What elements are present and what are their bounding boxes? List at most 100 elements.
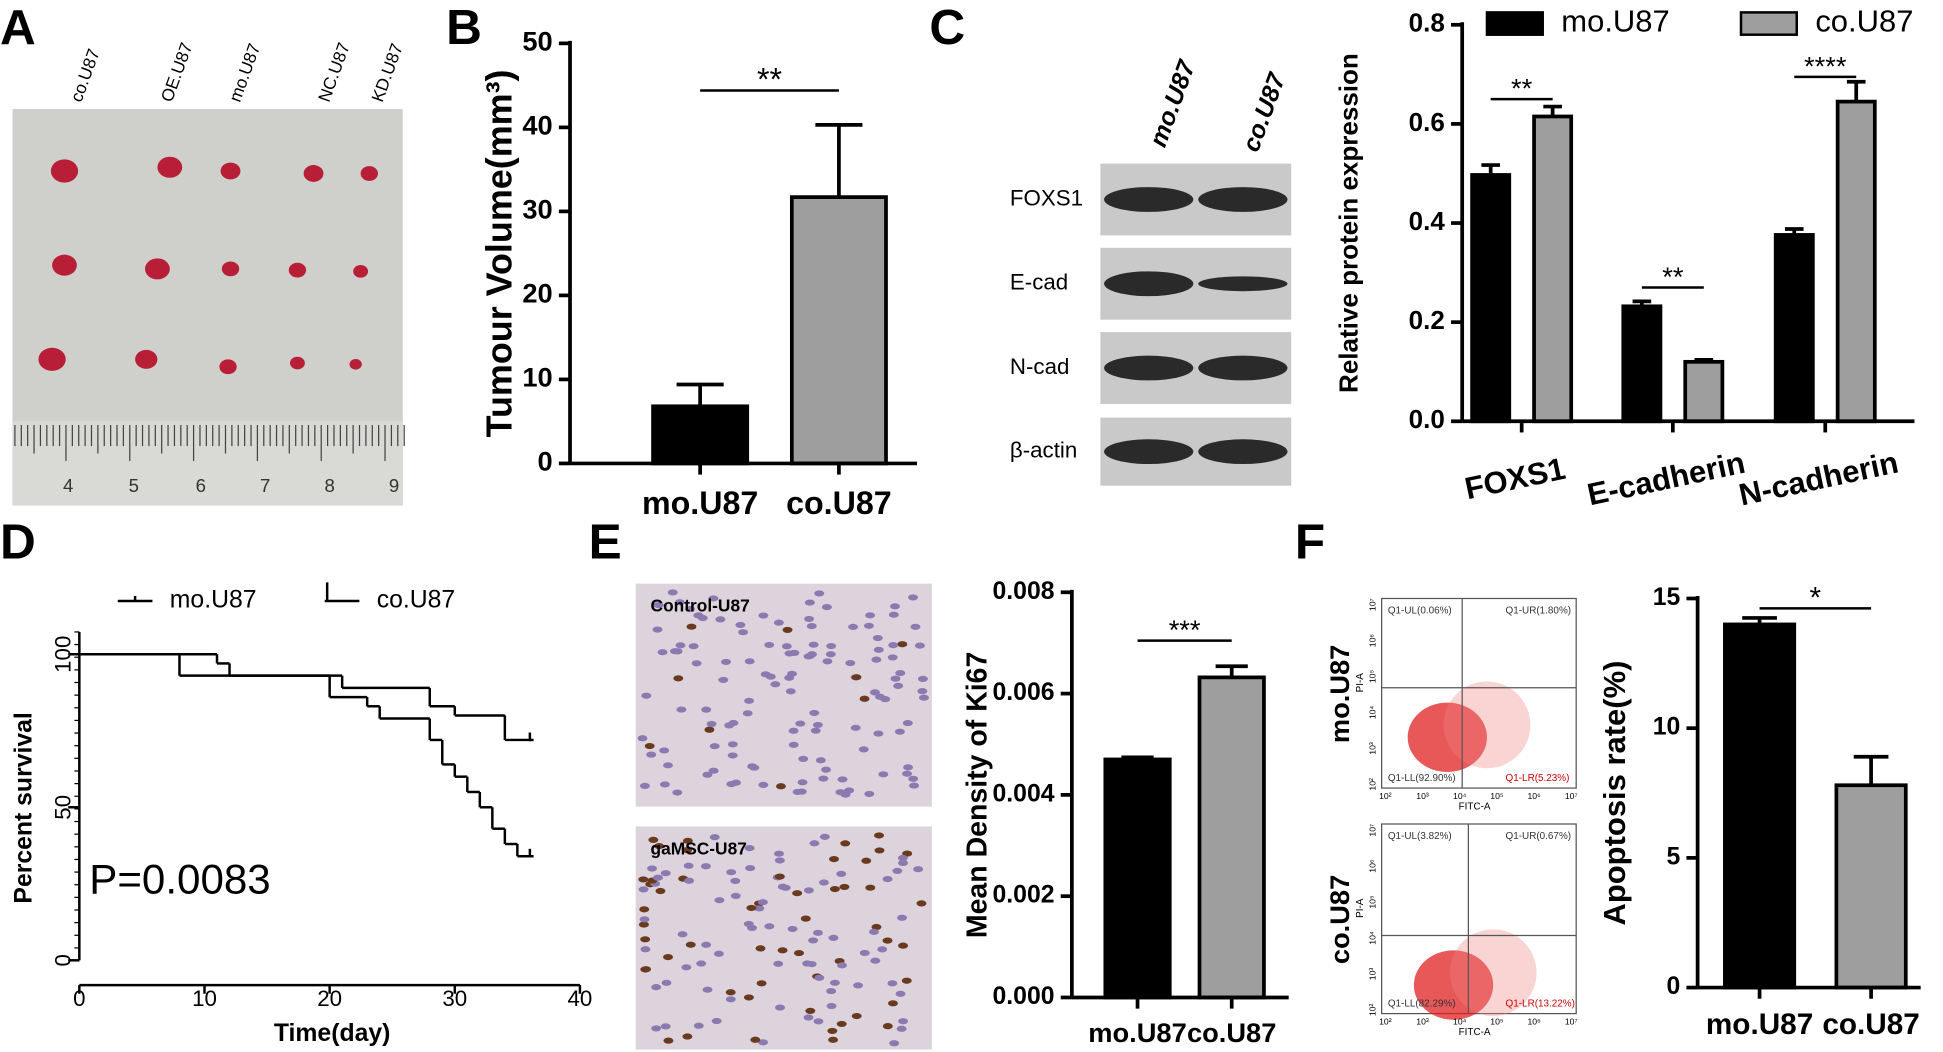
flow-x-tick: 10³ — [1416, 791, 1429, 801]
cell-nucleus — [781, 643, 792, 650]
cell-nucleus — [693, 612, 704, 619]
cell-nucleus — [773, 960, 784, 967]
cell-nucleus — [796, 788, 807, 795]
panel-label: A — [0, 0, 36, 55]
cell-nucleus — [755, 945, 766, 952]
flow-row-label: mo.U87 — [1324, 645, 1355, 743]
y-tick-label: 0.004 — [993, 780, 1055, 807]
cell-nucleus — [865, 884, 876, 891]
flow-row-label: co.U87 — [1324, 875, 1355, 964]
cell-nucleus — [809, 840, 820, 847]
y-tick-label: 30 — [522, 194, 552, 225]
y-tick-label: 0.6 — [1409, 107, 1445, 137]
y-tick-label: 0.008 — [993, 578, 1055, 605]
cell-nucleus — [895, 670, 906, 677]
legend-label: mo.U87 — [170, 587, 257, 614]
y-tick-label: 0 — [538, 446, 553, 477]
tumour — [157, 156, 183, 178]
cell-nucleus — [758, 781, 769, 788]
cell-nucleus — [826, 642, 837, 650]
cell-nucleus — [654, 843, 665, 850]
cell-nucleus — [917, 675, 928, 682]
cell-nucleus — [870, 957, 881, 964]
cell-nucleus — [683, 862, 694, 869]
cell-nucleus — [774, 850, 784, 857]
cell-nucleus — [675, 642, 686, 649]
protein-label: E-cad — [1010, 270, 1068, 295]
cell-nucleus — [873, 730, 884, 737]
y-tick-label: 50 — [50, 795, 75, 820]
blot-band — [1104, 187, 1194, 212]
significance-label: ** — [1662, 261, 1684, 292]
y-tick-label: 20 — [522, 278, 552, 309]
cell-nucleus — [902, 770, 912, 777]
flow-x-tick: 10⁵ — [1490, 1017, 1504, 1027]
cell-nucleus — [727, 752, 738, 759]
cell-nucleus — [651, 1025, 662, 1032]
cell-nucleus — [853, 982, 864, 989]
quadrant-label: Q1-LL(82.29%) — [1388, 998, 1456, 1009]
cell-nucleus — [871, 923, 882, 931]
ruler-number: 7 — [260, 475, 270, 496]
quadrant-label: Q1-UL(0.06%) — [1388, 606, 1452, 617]
cell-nucleus — [797, 779, 808, 786]
cell-nucleus — [916, 900, 927, 907]
flow-x-tick: 10⁷ — [1565, 1017, 1578, 1027]
cell-nucleus — [882, 937, 893, 944]
error-bar — [1632, 299, 1652, 307]
legend-label: co.U87 — [377, 587, 455, 614]
cell-nucleus — [777, 883, 788, 890]
cell-nucleus — [809, 709, 820, 717]
sample-label: KD.U87 — [367, 41, 407, 105]
y-tick-label: 0.8 — [1409, 8, 1445, 38]
cell-nucleus — [744, 658, 755, 665]
cell-nucleus — [898, 942, 909, 949]
blot-band — [1198, 276, 1288, 292]
flow-x-label: FITC-A — [1459, 1027, 1491, 1038]
cell-nucleus — [870, 689, 880, 696]
cell-nucleus — [821, 766, 831, 773]
blot-band — [1198, 187, 1288, 212]
error-bar — [1694, 357, 1714, 362]
cell-nucleus — [775, 1004, 785, 1011]
cell-nucleus — [839, 883, 850, 891]
cell-nucleus — [651, 984, 662, 991]
cell-nucleus — [742, 710, 753, 717]
cell-nucleus — [804, 599, 815, 606]
y-tick-label: 0.4 — [1409, 206, 1446, 236]
x-tick-label: mo.U87 — [642, 485, 758, 521]
cell-nucleus — [653, 601, 664, 609]
ruler — [12, 421, 403, 506]
cell-nucleus — [638, 886, 649, 893]
significance-label: **** — [1804, 50, 1847, 81]
cell-nucleus — [777, 947, 788, 954]
cell-nucleus — [788, 727, 799, 734]
cell-nucleus — [864, 790, 875, 798]
cell-nucleus — [661, 979, 672, 986]
bar — [1621, 304, 1663, 424]
tumour — [50, 159, 79, 183]
cell-nucleus — [764, 641, 775, 649]
cell-nucleus — [887, 654, 898, 661]
cell-nucleus — [828, 934, 839, 941]
event-cloud — [1407, 702, 1487, 772]
cell-nucleus — [850, 724, 861, 731]
event-cloud — [1443, 681, 1531, 769]
flow-x-tick: 10⁷ — [1565, 791, 1578, 801]
cell-nucleus — [913, 866, 924, 873]
cell-nucleus — [836, 870, 847, 878]
tumour — [135, 349, 158, 369]
cell-nucleus — [893, 682, 904, 689]
cell-nucleus — [803, 887, 814, 894]
y-tick-label: 0.000 — [993, 983, 1055, 1010]
cell-nucleus — [702, 771, 713, 778]
cell-nucleus — [819, 833, 830, 840]
cell-nucleus — [639, 906, 650, 913]
blot-band — [1104, 271, 1194, 297]
ihc-label: gaMSC-U87 — [651, 839, 747, 859]
cell-nucleus — [709, 834, 720, 841]
y-axis-label: Tumour Volume(mm³) — [478, 69, 519, 437]
cell-nucleus — [701, 941, 712, 948]
flow-y-tick: 10⁵ — [1367, 895, 1377, 909]
cell-nucleus — [878, 771, 889, 778]
